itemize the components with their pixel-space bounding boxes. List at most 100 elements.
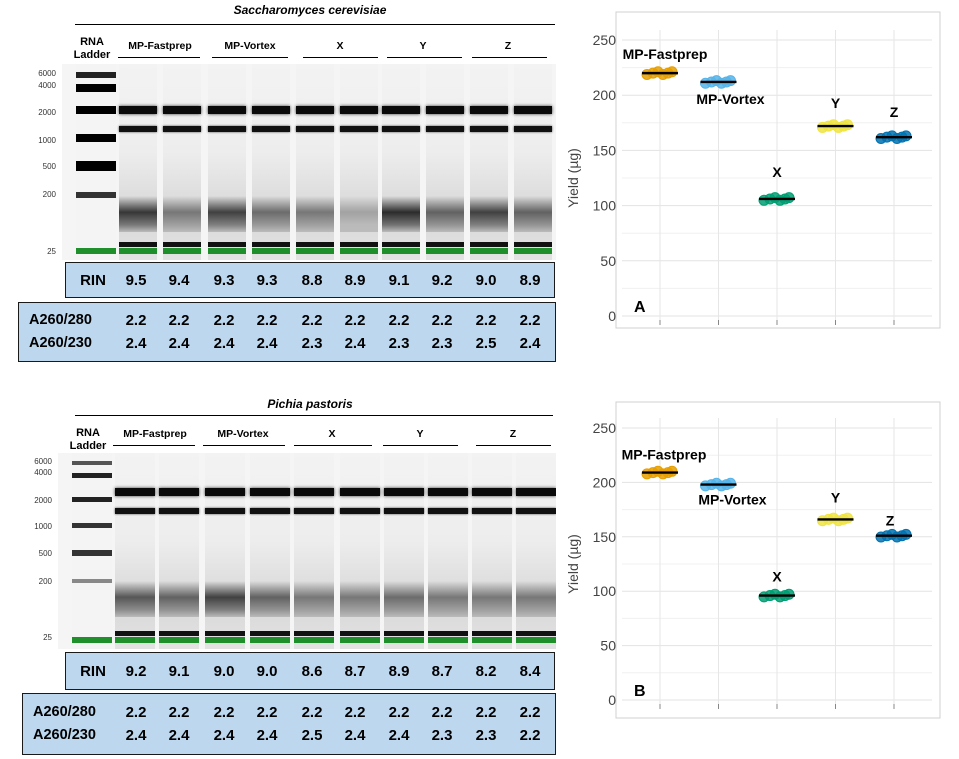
lower-marker-band bbox=[514, 242, 552, 247]
rin-value: 8.9 bbox=[344, 272, 366, 289]
rrna-18s-band bbox=[208, 126, 246, 132]
rrna-25s-band bbox=[208, 106, 246, 114]
a260-280-label: A260/280 bbox=[33, 704, 96, 720]
group-label-y-bottom: Y bbox=[416, 428, 424, 440]
lower-marker-band bbox=[340, 242, 378, 247]
data-point bbox=[666, 66, 678, 78]
a260-280-value: 2.2 bbox=[431, 704, 453, 721]
a260-280-value: 2.2 bbox=[301, 704, 323, 721]
group-label-mp-fastprep-top: MP-Fastprep bbox=[128, 40, 192, 52]
rin-value: 9.3 bbox=[256, 272, 278, 289]
rrna-25s-band bbox=[470, 106, 508, 114]
rin-value: 8.6 bbox=[301, 663, 323, 680]
rrna-18s-band bbox=[294, 508, 334, 514]
rrna-18s-band bbox=[516, 508, 556, 514]
low-mw-smear bbox=[382, 196, 420, 232]
ladder-lane bbox=[72, 453, 112, 649]
ladder-band bbox=[76, 72, 116, 78]
group-bar-top bbox=[472, 57, 547, 59]
y-tick-label: 100 bbox=[593, 198, 617, 214]
y-tick-label: 100 bbox=[593, 583, 617, 599]
rrna-25s-band bbox=[115, 488, 155, 496]
a260-230-value: 2.2 bbox=[519, 727, 541, 744]
sample-lane bbox=[428, 453, 468, 649]
marker-band bbox=[472, 637, 512, 643]
low-mw-smear bbox=[250, 581, 290, 617]
group-label-mp-vortex-bottom: MP-Vortex bbox=[217, 428, 269, 440]
group-bar-top bbox=[303, 57, 378, 59]
rrna-25s-band bbox=[428, 488, 468, 496]
low-mw-smear bbox=[252, 196, 290, 232]
marker-band bbox=[516, 637, 556, 643]
sample-lane bbox=[384, 453, 424, 649]
low-mw-smear bbox=[119, 196, 157, 232]
group-bar-bottom bbox=[294, 445, 372, 447]
sample-lane bbox=[426, 64, 464, 260]
group-bar-bottom bbox=[476, 445, 551, 447]
marker-band bbox=[470, 248, 508, 254]
rin-value: 8.9 bbox=[519, 272, 541, 289]
rrna-18s-band bbox=[252, 126, 290, 132]
gel-image-top bbox=[62, 64, 556, 260]
a260-280-value: 2.2 bbox=[168, 704, 190, 721]
rin-value: 9.5 bbox=[125, 272, 147, 289]
ladder-size-label: 25 bbox=[47, 247, 56, 256]
rin-value: 8.9 bbox=[388, 663, 410, 680]
marker-band bbox=[119, 248, 157, 254]
species-underline-bottom bbox=[75, 415, 553, 417]
lower-marker-band bbox=[516, 631, 556, 636]
rrna-18s-band bbox=[296, 126, 334, 132]
marker-band bbox=[72, 637, 112, 643]
marker-band bbox=[163, 248, 201, 254]
a260-280-value: 2.2 bbox=[388, 704, 410, 721]
a260-230-value: 2.4 bbox=[256, 335, 278, 352]
marker-band bbox=[208, 248, 246, 254]
low-mw-smear bbox=[428, 581, 468, 617]
a260-230-value: 2.3 bbox=[431, 335, 453, 352]
rin-value: 9.0 bbox=[213, 663, 235, 680]
ladder-label-top: RNA Ladder bbox=[73, 36, 111, 61]
data-point bbox=[900, 528, 912, 540]
marker-band bbox=[426, 248, 464, 254]
low-mw-smear bbox=[159, 581, 199, 617]
ladder-band bbox=[72, 523, 112, 528]
sample-lane bbox=[340, 453, 380, 649]
lower-marker-band bbox=[205, 631, 245, 636]
rrna-18s-band bbox=[426, 126, 464, 132]
low-mw-smear bbox=[472, 581, 512, 617]
group-bar-top bbox=[212, 57, 288, 59]
data-point bbox=[725, 477, 736, 489]
rin-value: 9.2 bbox=[125, 663, 147, 680]
marker-band bbox=[205, 637, 245, 643]
category-label: Z bbox=[886, 513, 895, 529]
rrna-25s-band bbox=[252, 106, 290, 114]
marker-band bbox=[340, 637, 380, 643]
group-label-x-top: X bbox=[336, 40, 344, 52]
group-label-y-top: Y bbox=[419, 40, 427, 52]
lower-marker-band bbox=[340, 631, 380, 636]
rrna-25s-band bbox=[163, 106, 201, 114]
low-mw-smear bbox=[208, 196, 246, 232]
ladder-size-label: 500 bbox=[38, 549, 52, 558]
sample-lane bbox=[296, 64, 334, 260]
species-underline-top bbox=[75, 24, 555, 26]
rrna-18s-band bbox=[340, 508, 380, 514]
sample-lane bbox=[382, 64, 420, 260]
rrna-25s-band bbox=[384, 488, 424, 496]
rrna-18s-band bbox=[472, 508, 512, 514]
rin-box-bottom: RIN 9.2 9.1 9.0 9.0 8.6 8.7 8.9 8.7 8.2 … bbox=[65, 652, 555, 690]
sample-lane bbox=[208, 64, 246, 260]
sample-lane bbox=[159, 453, 199, 649]
data-point bbox=[783, 588, 795, 600]
group-bar-top bbox=[387, 57, 462, 59]
ladder-band bbox=[76, 134, 116, 142]
y-axis-label: Yield (µg) bbox=[566, 148, 581, 208]
marker-band bbox=[250, 637, 290, 643]
ladder-band bbox=[72, 579, 112, 583]
group-label-mp-vortex-top: MP-Vortex bbox=[224, 40, 276, 52]
a260-280-value: 2.2 bbox=[301, 312, 323, 329]
rin-value: 9.0 bbox=[256, 663, 278, 680]
rrna-18s-band bbox=[384, 508, 424, 514]
lower-marker-band bbox=[426, 242, 464, 247]
ladder-label-bottom: RNA Ladder bbox=[69, 427, 107, 452]
